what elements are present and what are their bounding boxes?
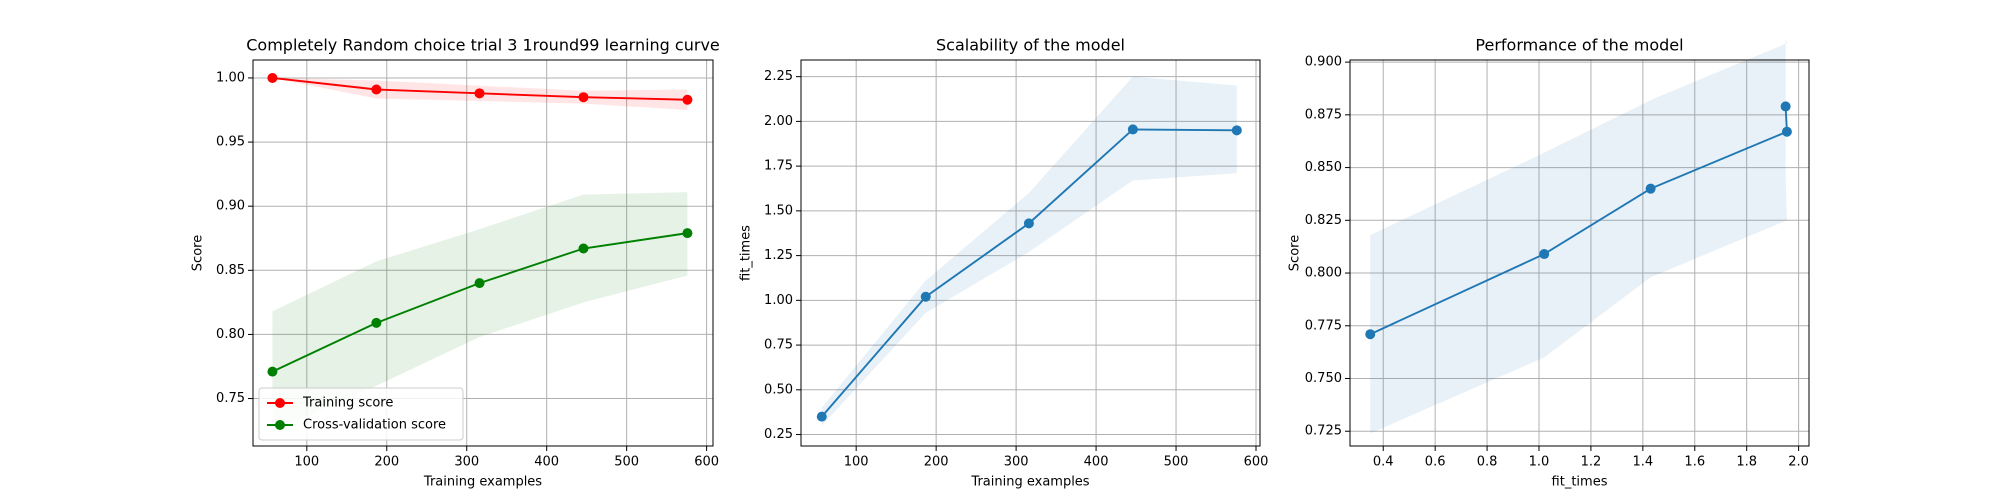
y-tick-label: 1.00: [216, 70, 245, 85]
legend-marker: [275, 420, 285, 430]
std-band: [1370, 38, 1787, 434]
point: [682, 94, 693, 105]
point: [1780, 101, 1791, 112]
point: [1023, 218, 1034, 229]
point: [1365, 329, 1376, 340]
y-tick-label: 0.85: [216, 263, 245, 278]
x-axis-label: Training examples: [423, 475, 542, 490]
legend-label: Training score: [302, 396, 393, 411]
x-axis-label: fit_times: [1552, 475, 1608, 490]
point: [1645, 183, 1656, 194]
y-tick-label: 0.80: [216, 327, 245, 342]
point: [1781, 126, 1792, 137]
x-tick-label: 0.4: [1373, 455, 1394, 470]
x-tick-label: 1.4: [1633, 455, 1654, 470]
y-axis-label: fit_times: [739, 225, 754, 281]
y-tick-label: 1.50: [764, 203, 793, 218]
x-tick-label: 1.2: [1581, 455, 1602, 470]
y-tick-label: 0.725: [1305, 424, 1342, 439]
axes-frame: [252, 59, 714, 447]
point: [371, 317, 382, 328]
chart-title: Scalability of the model: [936, 36, 1125, 55]
x-tick-label: 1.6: [1684, 455, 1705, 470]
y-tick-label: 0.875: [1305, 107, 1342, 122]
y-tick-label: 0.25: [764, 427, 793, 442]
point: [1231, 125, 1242, 136]
point: [267, 366, 278, 377]
point: [578, 243, 589, 254]
point: [371, 84, 382, 95]
point: [1539, 249, 1550, 260]
y-tick-label: 0.75: [764, 338, 793, 353]
legend-marker: [275, 398, 285, 408]
y-tick-label: 0.50: [764, 382, 793, 397]
axes-frame: [1349, 59, 1810, 447]
x-tick-label: 100: [294, 455, 319, 470]
y-tick-label: 1.00: [764, 293, 793, 308]
x-tick-label: 400: [1084, 455, 1109, 470]
point: [1127, 124, 1138, 135]
point: [816, 411, 827, 422]
point: [920, 291, 931, 302]
x-tick-label: 0.6: [1425, 455, 1446, 470]
chart-title: Completely Random choice trial 3 1round9…: [246, 36, 720, 55]
y-tick-label: 0.75: [216, 391, 245, 406]
legend-box: [258, 387, 464, 441]
x-tick-label: 200: [374, 455, 399, 470]
y-tick-label: 0.775: [1305, 318, 1342, 333]
y-axis-label: Score: [191, 235, 206, 271]
y-tick-label: 0.850: [1305, 160, 1342, 175]
x-tick-label: 600: [1244, 455, 1269, 470]
y-tick-label: 0.825: [1305, 213, 1342, 228]
legend-label: Cross-validation score: [303, 418, 446, 433]
point: [474, 278, 485, 289]
y-tick-label: 0.750: [1305, 371, 1342, 386]
point: [682, 228, 693, 239]
y-tick-label: 0.95: [216, 135, 245, 150]
x-tick-label: 2.0: [1788, 455, 1809, 470]
y-axis-label: Score: [1288, 235, 1303, 271]
y-tick-label: 0.800: [1305, 266, 1342, 281]
x-tick-label: 0.8: [1477, 455, 1498, 470]
y-tick-label: 2.25: [764, 69, 793, 84]
axes-frame: [800, 59, 1261, 447]
x-tick-label: 200: [924, 455, 949, 470]
x-tick-label: 1.0: [1529, 455, 1550, 470]
x-tick-label: 500: [614, 455, 639, 470]
y-tick-label: 1.75: [764, 159, 793, 174]
point: [578, 92, 589, 103]
point: [267, 72, 278, 83]
y-tick-label: 2.00: [764, 114, 793, 129]
x-axis-label: Training examples: [970, 475, 1089, 490]
x-tick-label: 300: [1004, 455, 1029, 470]
x-tick-label: 500: [1164, 455, 1189, 470]
std-band: [821, 76, 1237, 426]
y-tick-label: 0.900: [1305, 55, 1342, 70]
x-tick-label: 300: [454, 455, 479, 470]
x-tick-label: 400: [534, 455, 559, 470]
x-tick-label: 600: [694, 455, 719, 470]
x-tick-label: 100: [844, 455, 869, 470]
chart-title: Performance of the model: [1475, 36, 1683, 55]
x-tick-label: 1.8: [1736, 455, 1757, 470]
y-tick-label: 1.25: [764, 248, 793, 263]
point: [474, 88, 485, 99]
y-tick-label: 0.90: [216, 199, 245, 214]
